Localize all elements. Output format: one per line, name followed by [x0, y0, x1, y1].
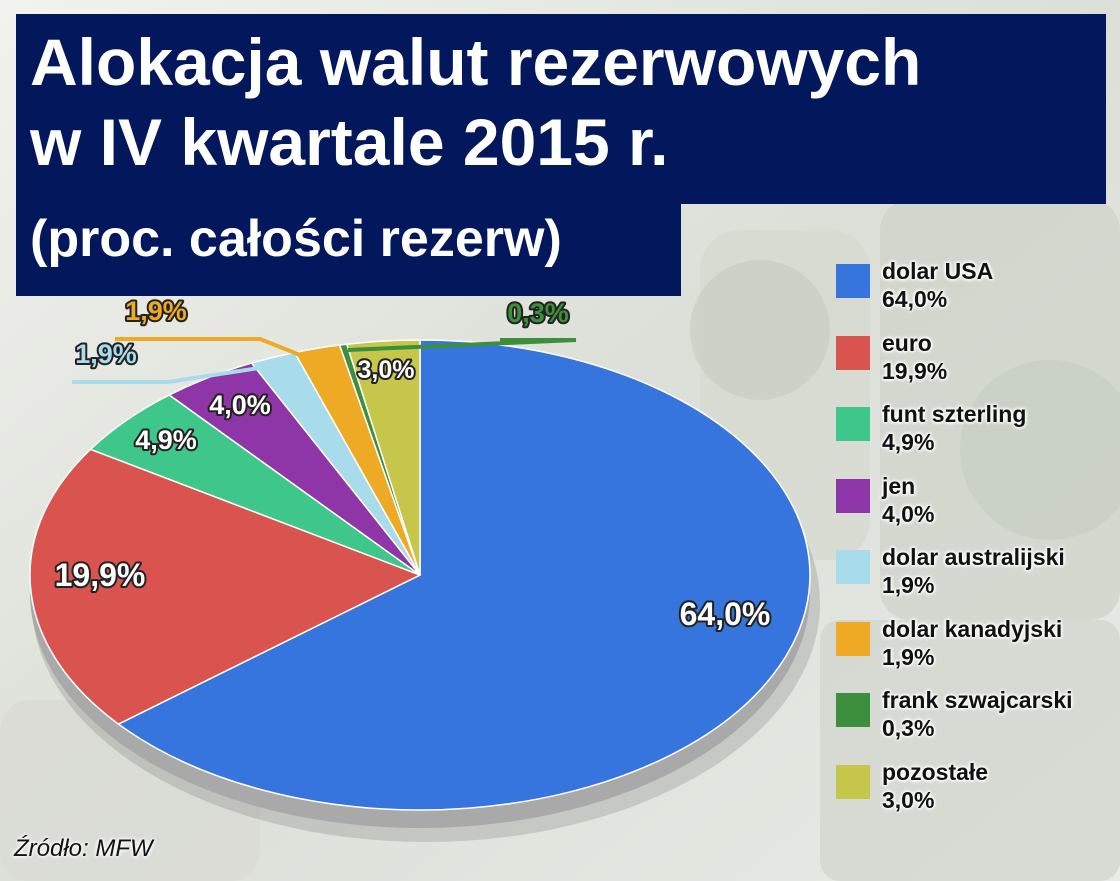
legend-swatch	[836, 407, 870, 441]
source-note: Źródło: MFW	[14, 835, 153, 862]
legend-item-dolar-australijski: dolar australijski 1,9%	[836, 544, 1120, 616]
legend-value: 4,0%	[882, 500, 935, 527]
legend-swatch	[836, 621, 870, 656]
data-label-dolar-kanadyjski: 1,9%	[125, 296, 187, 326]
legend-swatch	[836, 264, 870, 298]
data-label-frank-szwajcarski: 0,3%	[507, 298, 569, 328]
leader-line-frank-szwajcarski	[347, 338, 577, 352]
subtitle-banner	[16, 204, 681, 296]
title-line-1: Alokacja walut rezerwowych	[30, 25, 922, 99]
title-line-2: w IV kwartale 2015 r.	[30, 105, 669, 179]
legend-label: frank szwajcarski	[882, 687, 1073, 713]
data-label-pozostałe: 3,0%	[358, 356, 415, 384]
leader-line-dolar-australijski	[72, 364, 273, 384]
legend-item-frank-szwajcarski: frank szwajcarski 0,3%	[836, 687, 1120, 759]
pie-slice-pozostałe	[345, 339, 421, 576]
chart-subtitle: (proc. całości rezerw)	[30, 210, 562, 268]
legend-swatch	[836, 550, 870, 584]
legend-label: dolar australijski	[882, 544, 1065, 570]
legend-item-dolar-USA: dolar USA 64,0%	[836, 258, 1120, 330]
legend-value: 19,9%	[882, 357, 948, 384]
legend-label: dolar USA	[882, 258, 994, 284]
legend-item-jen: jen 4,0%	[836, 473, 1120, 545]
legend-swatch	[836, 693, 870, 727]
legend-label: funt szterling	[882, 401, 1027, 427]
legend-label: jen	[882, 472, 916, 499]
legend-swatch	[836, 764, 870, 799]
legend-value: 64,0%	[882, 286, 948, 312]
legend-swatch	[836, 335, 870, 370]
legend-swatch	[836, 478, 870, 513]
data-label-euro: 19,9%	[55, 557, 146, 593]
legend-item-euro: euro 19,9%	[836, 330, 1120, 402]
title-banner	[16, 14, 1106, 204]
legend-label: pozostałe	[882, 758, 989, 785]
leader-line-dolar-kanadyjski	[115, 337, 301, 357]
data-label-dolar-australijski: 1,9%	[75, 339, 137, 369]
data-label-dolar-USA: 64,0%	[680, 596, 771, 632]
chart-title: Alokacja walut rezerwowych w IV kwartale…	[30, 22, 921, 182]
pie-slice-dolar-USA	[117, 339, 811, 811]
legend-item-pozostałe: pozostałe 3,0%	[836, 759, 1120, 831]
legend-value: 1,9%	[882, 643, 935, 670]
pie-slice-euro	[29, 448, 422, 725]
legend-value: 3,0%	[882, 786, 935, 813]
legend-item-dolar-kanadyjski: dolar kanadyjski 1,9%	[836, 616, 1120, 688]
legend-value: 4,9%	[882, 429, 935, 455]
legend-value: 0,3%	[882, 715, 935, 741]
legend-label: dolar kanadyjski	[882, 615, 1063, 642]
legend-item-funt-szterling: funt szterling 4,9%	[836, 401, 1120, 473]
legend: dolar USA 64,0% euro 19,9% funt szterling 4,9…	[836, 258, 1120, 830]
data-label-jen: 4,0%	[209, 390, 271, 420]
data-label-funt-szterling: 4,9%	[135, 425, 197, 455]
legend-value: 1,9%	[882, 572, 935, 598]
legend-label: euro	[882, 329, 932, 356]
